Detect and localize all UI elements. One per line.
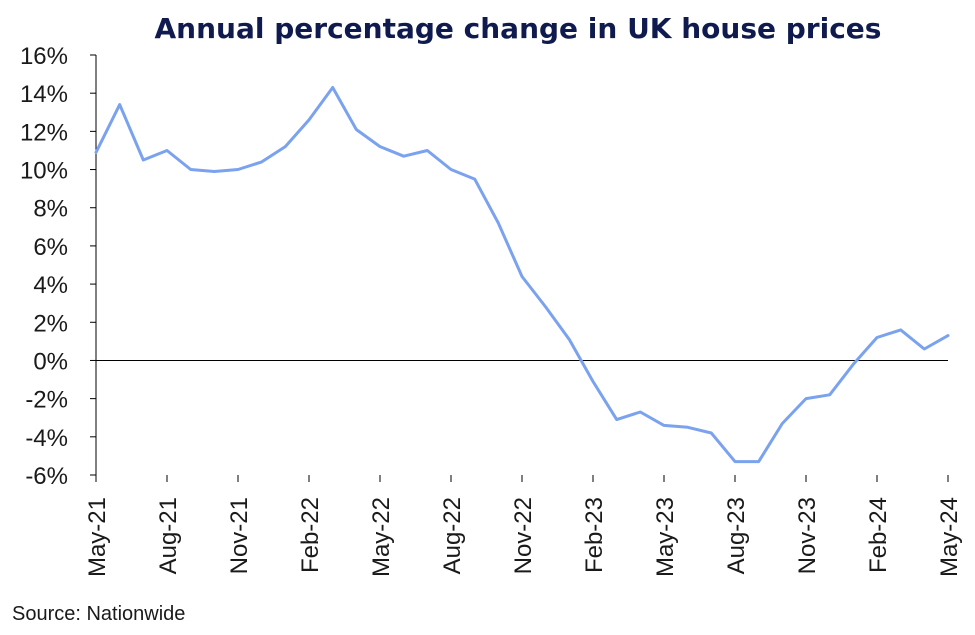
x-tick-label: Nov-22 (510, 497, 537, 574)
x-tick-label: Nov-21 (226, 497, 253, 574)
source-note: Source: Nationwide (12, 603, 185, 625)
series-line (94, 86, 950, 464)
x-tick-label: Aug-22 (439, 497, 466, 574)
y-tick-label: 14% (20, 81, 68, 108)
y-tick-label: 8% (33, 196, 68, 223)
x-tick-label: Aug-21 (155, 497, 182, 574)
x-tick-label: May-21 (84, 497, 111, 577)
x-tick-label: May-23 (652, 497, 679, 577)
x-tick-label: Nov-23 (794, 497, 821, 574)
x-tick-label: Aug-23 (723, 497, 750, 574)
y-tick-label: 10% (20, 158, 68, 185)
x-tick-label: Feb-24 (865, 497, 892, 573)
x-tick-label: Feb-22 (297, 497, 324, 573)
chart-title: Annual percentage change in UK house pri… (155, 12, 882, 45)
y-tick-label: -6% (25, 463, 68, 490)
y-tick-label: -4% (25, 425, 68, 452)
y-tick-label: 0% (33, 348, 68, 375)
x-tick-label: Feb-23 (581, 497, 608, 573)
x-tick-label: May-22 (368, 497, 395, 577)
y-tick-label: -2% (25, 387, 68, 414)
plot-area: 16% 14% 12% 10% 8% 6% 4% 2% 0% -2% -4% -6% May-21 Aug… (20, 43, 963, 577)
y-tick-label: 6% (33, 234, 68, 261)
x-tick-label: May-24 (936, 497, 963, 577)
y-tick-label: 16% (20, 43, 68, 70)
y-tick-label: 2% (33, 310, 68, 337)
y-tick-label: 12% (20, 119, 68, 146)
y-tick-label: 4% (33, 272, 68, 299)
